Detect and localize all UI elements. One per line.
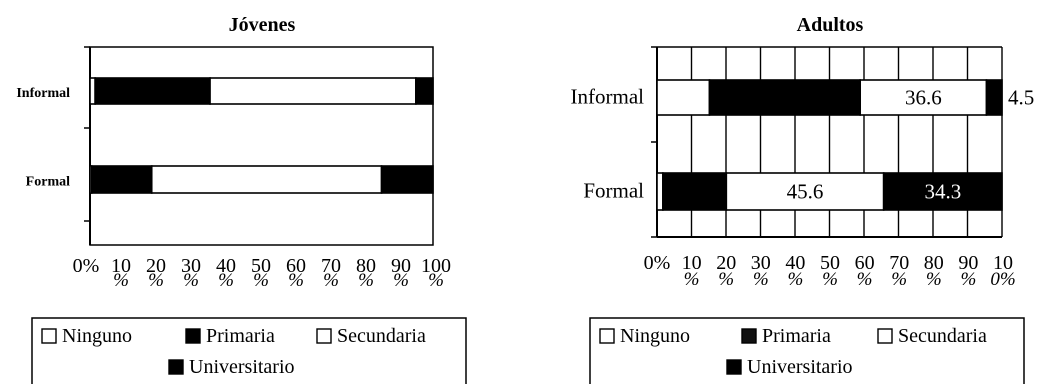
bar-informal-universitario	[415, 77, 434, 105]
x-tick-label: 60	[286, 255, 306, 277]
category-label-formal: Formal	[583, 179, 644, 203]
x-tick-unit: %	[753, 269, 769, 290]
x-tick-unit: %	[113, 270, 129, 291]
x-tick-label: 30	[751, 252, 771, 274]
legend-swatch-primaria	[741, 328, 757, 344]
category-label-formal: Formal	[26, 175, 70, 190]
x-tick-label: 90	[391, 255, 411, 277]
bar-informal-primaria	[94, 77, 211, 105]
legend-swatch-universitario	[168, 359, 184, 375]
plot-frame	[89, 46, 434, 246]
bar-formal-universitario	[882, 172, 1003, 211]
legend-label-ninguno: Ninguno	[62, 325, 132, 347]
bar-informal-secundaria	[859, 79, 988, 116]
x-tick-label: 80	[356, 255, 376, 277]
x-tick-unit: %	[718, 269, 734, 290]
legend-box	[589, 317, 1025, 384]
x-tick-unit: %	[857, 269, 873, 290]
x-tick-label: 10	[111, 255, 131, 277]
x-tick-label: 80	[924, 252, 944, 274]
x-tick-label: 20	[146, 255, 166, 277]
bar-formal-universitario	[380, 165, 434, 194]
x-tick-unit: %	[926, 269, 942, 290]
x-tick-label: 30	[181, 255, 201, 277]
x-tick-unit: 0%	[990, 269, 1015, 290]
x-tick-label: 10	[682, 252, 702, 274]
legend-label-primaria: Primaria	[762, 325, 831, 347]
bar-informal-secundaria	[209, 77, 417, 105]
x-tick-unit: %	[288, 270, 304, 291]
chart-title: Jóvenes	[229, 14, 296, 36]
x-tick-unit: %	[787, 269, 803, 290]
x-tick-unit: %	[148, 270, 164, 291]
x-tick-unit: %	[891, 269, 907, 290]
x-tick-unit: %	[183, 270, 199, 291]
bar-formal-primaria	[90, 165, 153, 194]
data-label: 4.5	[1008, 86, 1034, 110]
legend-label-secundaria: Secundaria	[337, 325, 426, 347]
x-tick-label: 0%	[73, 255, 100, 277]
x-tick-label: 0%	[644, 252, 671, 274]
bar-informal-universitario	[985, 79, 1003, 116]
x-tick-label: 90	[958, 252, 978, 274]
x-tick-label: 50	[251, 255, 271, 277]
legend-label-primaria: Primaria	[206, 325, 275, 347]
x-tick-label: 70	[889, 252, 909, 274]
x-tick-label: 60	[855, 252, 875, 274]
legend-swatch-secundaria	[877, 328, 893, 344]
legend-swatch-ninguno	[41, 328, 57, 344]
bar-formal-secundaria	[725, 172, 885, 211]
legend-box	[31, 317, 467, 384]
legend-swatch-universitario	[726, 359, 742, 375]
legend-label-universitario: Universitario	[747, 356, 853, 378]
legend-swatch-ninguno	[599, 328, 615, 344]
data-label: 45.6	[787, 180, 824, 204]
bar-informal-ninguno	[656, 79, 711, 116]
x-tick-unit: %	[822, 269, 838, 290]
chart-jovenes: Jóvenes Informal Formal 0% 10 20 30 40 50 60 70 80 9…	[16, 14, 467, 384]
legend-swatch-secundaria	[316, 328, 332, 344]
x-tick-unit: %	[428, 270, 444, 291]
x-tick-label: 10	[993, 252, 1013, 274]
bar-formal-secundaria	[150, 165, 383, 194]
category-label-informal: Informal	[571, 85, 645, 109]
chart-title: Adultos	[797, 14, 864, 36]
bar-informal-primaria	[708, 79, 862, 116]
x-tick-unit: %	[323, 270, 339, 291]
x-tick-unit: %	[253, 270, 269, 291]
legend-swatch-primaria	[185, 328, 201, 344]
x-tick-unit: %	[684, 269, 700, 290]
data-label: 34.3	[924, 180, 961, 204]
x-tick-label: 20	[716, 252, 736, 274]
x-tick-unit: %	[218, 270, 234, 291]
x-tick-label: 100	[421, 255, 451, 277]
x-tick-label: 50	[820, 252, 840, 274]
x-tick-unit: %	[358, 270, 374, 291]
x-tick-unit: %	[393, 270, 409, 291]
x-tick-unit: %	[960, 269, 976, 290]
x-tick-label: 70	[321, 255, 341, 277]
data-label: 36.6	[905, 86, 942, 110]
x-tick-label: 40	[216, 255, 236, 277]
x-tick-label: 40	[785, 252, 805, 274]
legend-label-secundaria: Secundaria	[898, 325, 987, 347]
category-label-informal: Informal	[16, 86, 70, 101]
bar-formal-primaria	[662, 172, 728, 211]
legend-label-universitario: Universitario	[189, 356, 295, 378]
legend-label-ninguno: Ninguno	[620, 325, 690, 347]
bar-formal-ninguno	[656, 172, 664, 211]
